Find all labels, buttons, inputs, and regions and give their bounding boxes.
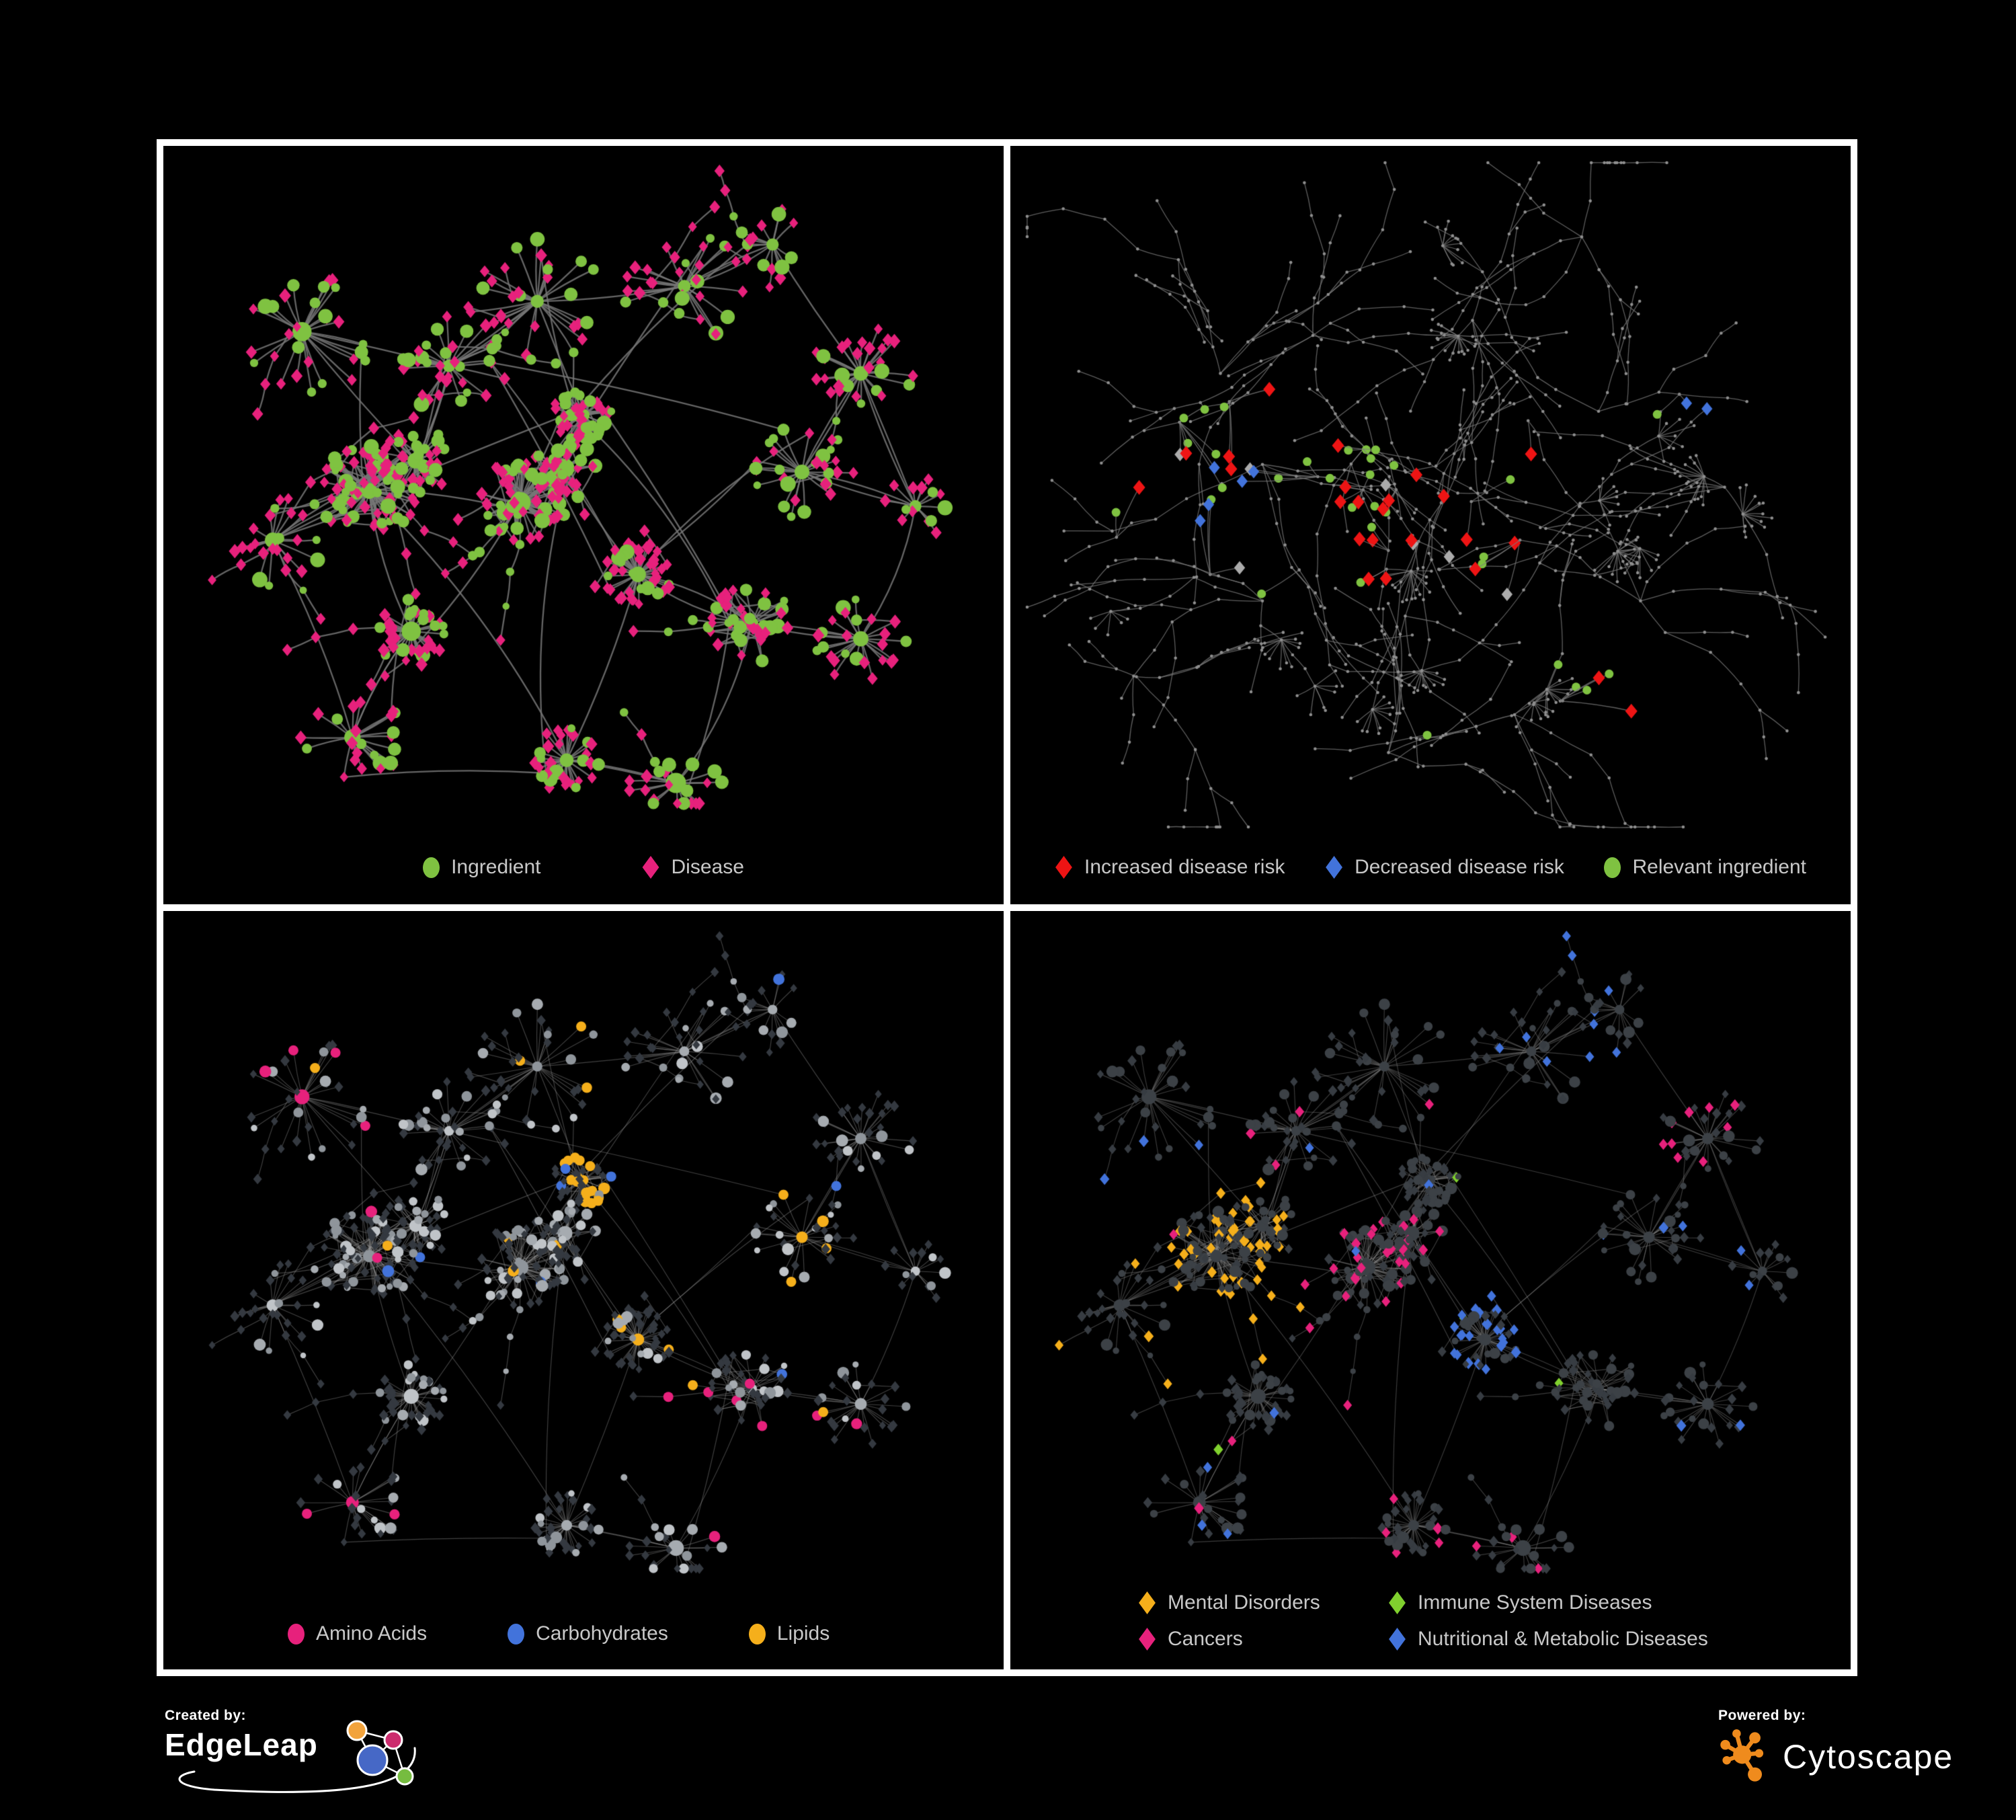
panel-ingredient-classes: Amino Acids Carbohydrates Lipids [163, 911, 1004, 1669]
panel-disease-classes: Mental Disorders Immune System Diseases … [1010, 911, 1851, 1669]
diamond-icon [1139, 1628, 1156, 1651]
circle-icon [423, 857, 440, 878]
edgeleap-network-icon [178, 1720, 416, 1793]
legend-label: Nutritional & Metabolic Diseases [1418, 1628, 1708, 1650]
diamond-icon [1055, 856, 1072, 879]
legend-item: Carbohydrates [508, 1622, 668, 1645]
legend-item: Immune System Diseases [1388, 1591, 1851, 1614]
disease-classes-network [1010, 911, 1851, 1669]
circle-icon [508, 1623, 525, 1645]
diamond-icon [1389, 1591, 1406, 1614]
created-by-block: Created by: EdgeLeap [165, 1708, 423, 1795]
edgeleap-brand-row: EdgeLeap [165, 1720, 423, 1795]
cytoscape-wordmark: Cytoscape [1783, 1738, 1954, 1776]
legend-label: Amino Acids [316, 1622, 428, 1645]
legend-label: Relevant ingredient [1632, 856, 1806, 878]
legend-label: Increased disease risk [1084, 856, 1285, 878]
legend-label: Disease [671, 856, 744, 878]
legend-item: Amino Acids [288, 1622, 427, 1645]
circle-icon [1604, 857, 1621, 878]
diamond-icon [642, 856, 659, 879]
disease-risk-network [1010, 146, 1851, 904]
ingredient-classes-network [163, 911, 1004, 1669]
legend-item: Disease [642, 856, 744, 879]
panel-ingredient-disease: Ingredient Disease [163, 146, 1004, 904]
powered-by-label: Powered by: [1718, 1708, 1806, 1723]
legend-item: Mental Disorders [1138, 1591, 1388, 1614]
diamond-icon [1389, 1628, 1406, 1651]
powered-by-block: Powered by: [1718, 1708, 1953, 1787]
legend-label: Carbohydrates [536, 1622, 668, 1645]
legend-item: Lipids [748, 1622, 830, 1645]
legend-item: Cancers [1138, 1628, 1388, 1651]
legend-ingredient-disease: Ingredient Disease [163, 856, 1004, 879]
legend-item: Ingredient [423, 856, 541, 879]
legend-label: Mental Disorders [1168, 1591, 1320, 1614]
circle-icon [288, 1623, 305, 1645]
legend-item: Increased disease risk [1055, 856, 1285, 879]
diamond-icon [1139, 1591, 1156, 1614]
legend-label: Lipids [776, 1622, 830, 1645]
edgeleap-wordmark: EdgeLeap [165, 1727, 318, 1762]
diamond-icon [1326, 856, 1342, 879]
panel-disease-risk: Increased disease risk Decreased disease… [1010, 146, 1851, 904]
ingredient-disease-network [163, 146, 1004, 904]
legend-ingredient-classes: Amino Acids Carbohydrates Lipids [163, 1622, 1004, 1645]
legend-item: Relevant ingredient [1604, 856, 1806, 879]
legend-disease-risk: Increased disease risk Decreased disease… [1010, 856, 1851, 879]
legend-label: Decreased disease risk [1355, 856, 1564, 878]
circle-icon [748, 1623, 766, 1645]
created-by-label: Created by: [165, 1708, 247, 1723]
legend-item: Decreased disease risk [1325, 856, 1564, 879]
panel-grid: Ingredient Disease Increased disease ris… [157, 139, 1857, 1676]
cytoscape-brand-row: Cytoscape [1718, 1727, 1953, 1787]
cytoscape-network-icon [1720, 1729, 1764, 1782]
legend-label: Cancers [1168, 1628, 1243, 1650]
legend-item: Nutritional & Metabolic Diseases [1388, 1628, 1851, 1651]
legend-label: Immune System Diseases [1418, 1591, 1652, 1614]
legend-disease-classes: Mental Disorders Immune System Diseases … [1010, 1591, 1851, 1651]
legend-label: Ingredient [451, 856, 541, 878]
